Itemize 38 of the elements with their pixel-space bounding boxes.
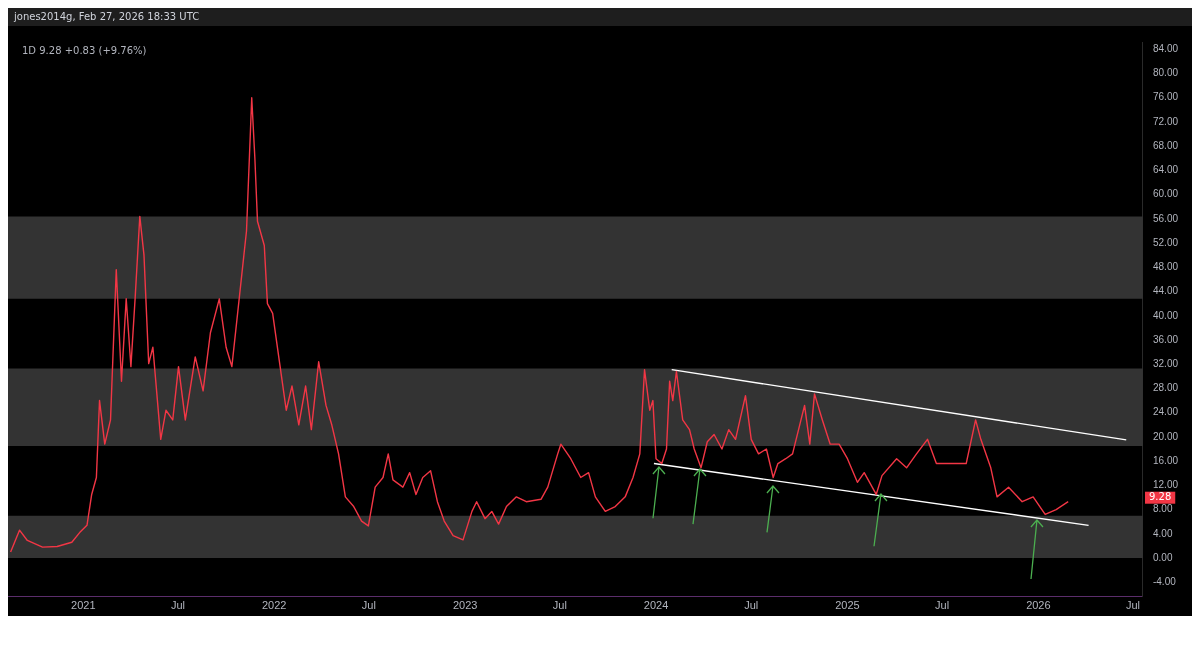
y-tick-label: 32.00 (1152, 357, 1179, 369)
x-tick-label: Jul (170, 599, 186, 612)
y-tick-label: 36.00 (1152, 333, 1179, 345)
x-tick-label: 2025 (835, 599, 860, 612)
y-tick-label: 12.00 (1152, 479, 1179, 491)
y-tick-label: 68.00 (1152, 139, 1179, 151)
y-tick-label: 84.00 (1152, 43, 1179, 55)
y-tick-label: 80.00 (1152, 67, 1179, 79)
y-tick-label: 64.00 (1152, 164, 1179, 176)
x-tick-label: 2026 (1026, 599, 1051, 612)
y-tick-label: 60.00 (1152, 188, 1179, 200)
y-tick-label: 28.00 (1152, 382, 1179, 394)
y-tick-label: 16.00 (1152, 454, 1179, 466)
x-tick-label: Jul (935, 599, 950, 612)
x-tick-label: Jul (1126, 599, 1141, 612)
x-tick-label: 2024 (643, 599, 669, 612)
text: 9.28 (1148, 491, 1172, 503)
x-tick-label: Jul (552, 599, 567, 612)
y-tick-label: 76.00 (1152, 91, 1179, 103)
x-tick-label: 2022 (261, 599, 287, 612)
y-tick-label: 44.00 (1152, 285, 1179, 297)
chart-subtitle: jones2014g, Feb 27, 2026 18:33 UTC (13, 10, 201, 24)
y-tick-label: 72.00 (1152, 115, 1179, 127)
y-tick-label: 24.00 (1152, 406, 1179, 418)
y-tick-label: 4.00 (1152, 527, 1173, 539)
y-tick-label: 56.00 (1152, 212, 1179, 224)
y-tick-label: 8.00 (1152, 503, 1173, 515)
x-tick-label: Jul (361, 599, 376, 612)
y-tick-label: 20.00 (1152, 430, 1179, 442)
x-tick-label: Jul (744, 599, 759, 612)
x-tick-label: 2021 (71, 599, 96, 612)
y-tick-label: 48.00 (1152, 261, 1179, 273)
y-tick-label: 52.00 (1152, 236, 1179, 248)
chart-title: 1D 9.28 +0.83 (+9.76%) (22, 44, 147, 56)
y-tick-label: 40.00 (1152, 309, 1179, 321)
y-tick-label: 0.00 (1152, 551, 1173, 563)
y-tick-label: -4.00 (1152, 576, 1177, 588)
x-tick-label: 2023 (452, 599, 478, 612)
